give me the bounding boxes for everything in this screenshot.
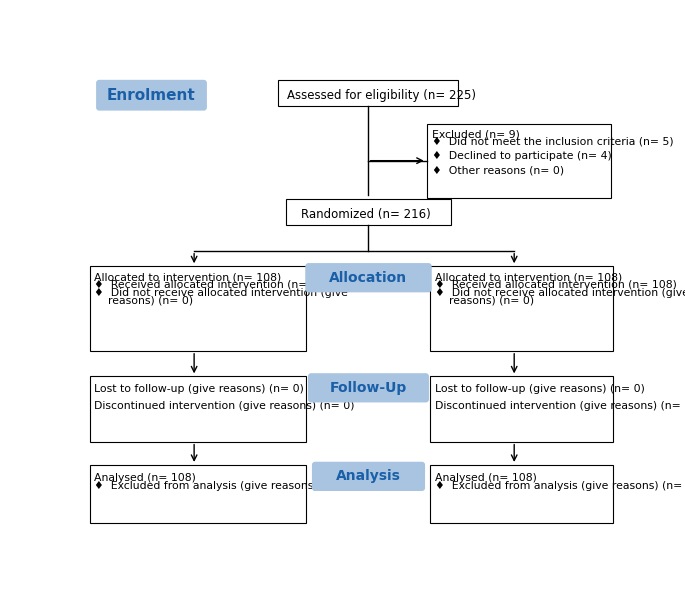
Text: ♦  Did not receive allocated intervention (give: ♦ Did not receive allocated intervention… — [94, 288, 348, 297]
FancyBboxPatch shape — [430, 266, 612, 351]
FancyBboxPatch shape — [90, 376, 306, 442]
FancyBboxPatch shape — [430, 376, 612, 442]
Text: Enrolment: Enrolment — [107, 88, 196, 103]
FancyBboxPatch shape — [308, 373, 429, 403]
Text: Discontinued intervention (give reasons) (n= 0): Discontinued intervention (give reasons)… — [435, 401, 685, 411]
FancyBboxPatch shape — [278, 80, 458, 106]
Text: ♦  Other reasons (n= 0): ♦ Other reasons (n= 0) — [432, 165, 564, 175]
Text: ♦  Received allocated intervention (n= 108): ♦ Received allocated intervention (n= 10… — [435, 280, 677, 290]
Text: ♦  Declined to participate (n= 4): ♦ Declined to participate (n= 4) — [432, 151, 612, 161]
Text: Excluded (n= 9): Excluded (n= 9) — [432, 130, 520, 140]
Text: Analysed (n= 108): Analysed (n= 108) — [435, 472, 537, 483]
Text: Analysed (n= 108): Analysed (n= 108) — [94, 472, 196, 483]
Text: Randomized (n= 216): Randomized (n= 216) — [301, 207, 431, 221]
FancyBboxPatch shape — [430, 465, 612, 523]
Text: Lost to follow-up (give reasons) (n= 0): Lost to follow-up (give reasons) (n= 0) — [94, 384, 304, 394]
FancyBboxPatch shape — [286, 199, 451, 225]
Text: Allocated to intervention (n= 108): Allocated to intervention (n= 108) — [94, 272, 282, 282]
Text: Discontinued intervention (give reasons) (n= 0): Discontinued intervention (give reasons)… — [94, 401, 355, 411]
Text: Assessed for eligibility (n= 225): Assessed for eligibility (n= 225) — [287, 89, 476, 102]
Text: ♦  Did not receive allocated intervention (give: ♦ Did not receive allocated intervention… — [435, 288, 685, 297]
Text: ♦  Excluded from analysis (give reasons) (n= 0): ♦ Excluded from analysis (give reasons) … — [94, 481, 356, 490]
Text: Lost to follow-up (give reasons) (n= 0): Lost to follow-up (give reasons) (n= 0) — [435, 384, 645, 394]
Text: Allocation: Allocation — [329, 270, 408, 285]
Text: Follow-Up: Follow-Up — [330, 381, 407, 395]
FancyBboxPatch shape — [312, 462, 425, 491]
Text: reasons) (n= 0): reasons) (n= 0) — [94, 295, 193, 305]
Text: Allocated to intervention (n= 108): Allocated to intervention (n= 108) — [435, 272, 623, 282]
Text: reasons) (n= 0): reasons) (n= 0) — [435, 295, 534, 305]
FancyBboxPatch shape — [90, 465, 306, 523]
FancyBboxPatch shape — [306, 263, 432, 292]
Text: ♦  Excluded from analysis (give reasons) (n= 0): ♦ Excluded from analysis (give reasons) … — [435, 481, 685, 490]
Text: ♦  Received allocated intervention (n= 108): ♦ Received allocated intervention (n= 10… — [94, 280, 336, 290]
FancyBboxPatch shape — [90, 266, 306, 351]
Text: ♦  Did not meet the inclusion criteria (n= 5): ♦ Did not meet the inclusion criteria (n… — [432, 137, 673, 147]
Text: Analysis: Analysis — [336, 469, 401, 483]
FancyBboxPatch shape — [427, 124, 611, 198]
FancyBboxPatch shape — [96, 80, 207, 111]
